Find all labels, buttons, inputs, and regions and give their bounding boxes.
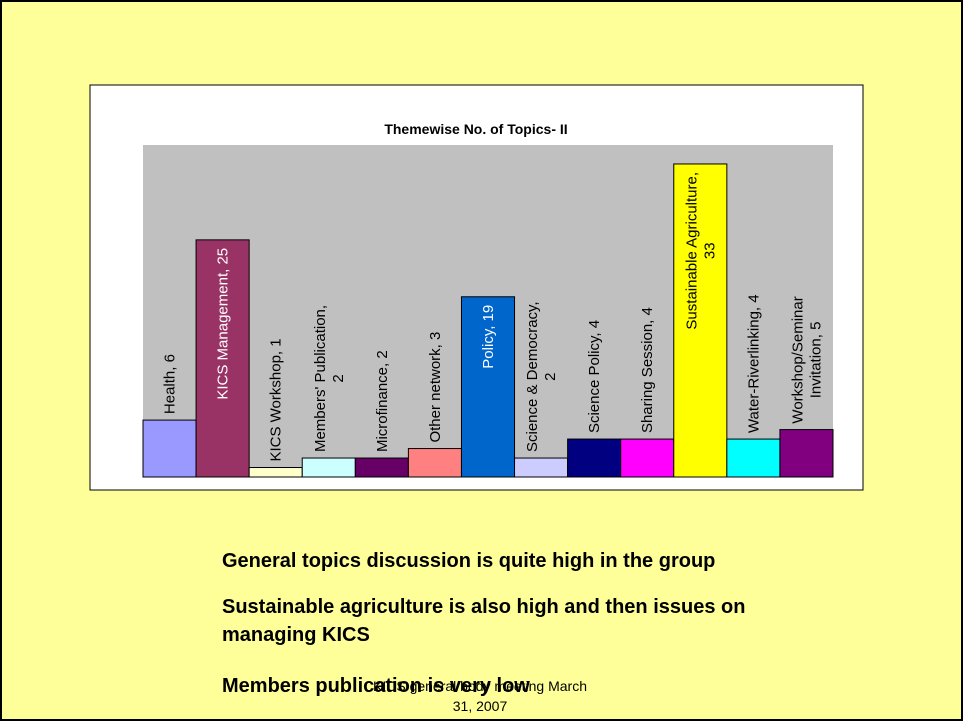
data-label: Science & Democracy, 2 (524, 301, 559, 452)
bar (301, 457, 356, 478)
data-label: Health, 6 (162, 354, 179, 414)
data-label-line: Science Policy, 4 (586, 320, 603, 433)
data-label-line: 2 (542, 373, 559, 381)
bar (354, 457, 409, 478)
data-label: Members' Publication, 2 (312, 305, 347, 452)
data-label: Science Policy, 4 (586, 320, 603, 433)
data-label-line: Health, 6 (162, 354, 179, 414)
bar (514, 457, 569, 478)
bar (779, 429, 834, 478)
data-label-line: Policy, 19 (480, 305, 497, 369)
bar (567, 438, 622, 478)
data-label-line: Other network, 3 (427, 332, 444, 443)
data-label: KICS Workshop, 1 (268, 338, 285, 461)
data-label: Sharing Session, 4 (639, 307, 656, 433)
data-label: KICS Management, 25 (215, 248, 232, 400)
footer-text: KICS general body meeting March (373, 678, 587, 694)
data-label: Policy, 19 (480, 305, 497, 369)
data-label-line: Sustainable Agriculture, (683, 172, 700, 330)
bullet-text: Sustainable agriculture is also high and… (222, 596, 745, 618)
bullet-text: Members publication is very low (222, 675, 530, 697)
data-label: Microfinance, 2 (374, 350, 391, 452)
chart-title: Themewise No. of Topics- II (384, 121, 567, 137)
data-label-line: KICS Workshop, 1 (268, 338, 285, 461)
bar (726, 438, 781, 478)
bar (248, 467, 303, 478)
bullet-text: managing KICS (222, 624, 370, 646)
data-label: Workshop/Seminar Invitation, 5 (789, 296, 824, 423)
data-label-line: Water-Riverlinking, 4 (745, 294, 762, 433)
data-label-line: 33 (701, 242, 718, 259)
bar (673, 163, 728, 478)
footer-text: 31, 2007 (453, 698, 508, 714)
bar (142, 419, 197, 478)
data-label-line: Science & Democracy, (524, 301, 541, 452)
data-label: Sustainable Agriculture, 33 (683, 172, 718, 330)
data-label: Water-Riverlinking, 4 (745, 294, 762, 433)
data-label-line: Members' Publication, (312, 305, 329, 452)
data-label-line: Sharing Session, 4 (639, 307, 656, 433)
data-label-line: 2 (330, 374, 347, 382)
bar (195, 239, 250, 478)
data-label-line: Microfinance, 2 (374, 350, 391, 452)
data-label-line: Workshop/Seminar (789, 296, 806, 423)
bar (407, 448, 462, 478)
bullet-text: General topics discussion is quite high … (222, 550, 715, 572)
bar (620, 438, 675, 478)
data-label-line: KICS Management, 25 (215, 248, 232, 400)
bar (460, 296, 516, 478)
data-label-line: Invitation, 5 (807, 322, 824, 399)
data-label: Other network, 3 (427, 332, 444, 443)
